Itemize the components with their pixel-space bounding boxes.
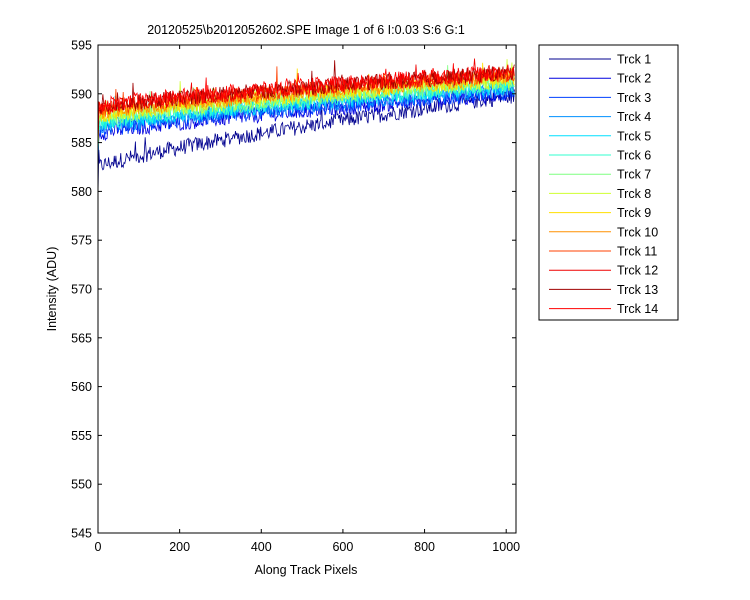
y-tick-label: 565 (71, 331, 92, 345)
x-tick-label: 800 (414, 540, 435, 554)
x-tick-label: 600 (332, 540, 353, 554)
y-tick-label: 545 (71, 527, 92, 541)
y-axis-label: Intensity (ADU) (45, 247, 59, 332)
legend-entry-label: Trck 7 (617, 168, 651, 182)
legend-entry-label: Trck 2 (617, 72, 651, 86)
x-tick-label: 0 (95, 540, 102, 554)
legend-entry-label: Trck 12 (617, 264, 658, 278)
x-tick-label: 200 (169, 540, 190, 554)
legend-entry-label: Trck 13 (617, 283, 658, 297)
y-tick-label: 590 (71, 87, 92, 101)
legend-entry-label: Trck 10 (617, 225, 658, 239)
y-tick-label: 575 (71, 234, 92, 248)
x-tick-label: 400 (251, 540, 272, 554)
chart-title: 20120525\b2012052602.SPE Image 1 of 6 I:… (147, 23, 465, 37)
plot-area (98, 45, 516, 533)
y-tick-label: 585 (71, 136, 92, 150)
y-tick-label: 595 (71, 39, 92, 53)
series-line-trck-14 (97, 63, 515, 138)
legend-entry-label: Trck 8 (617, 187, 651, 201)
legend-entry-label: Trck 1 (617, 53, 651, 67)
legend-entry-label: Trck 4 (617, 110, 651, 124)
legend-entry-label: Trck 5 (617, 129, 651, 143)
y-tick-label: 550 (71, 478, 92, 492)
legend-entry-label: Trck 14 (617, 302, 658, 316)
legend-entry-label: Trck 11 (617, 245, 657, 259)
x-axis: 0 200 400 600 800 1000 (95, 45, 520, 554)
x-tick-label: 1000 (492, 540, 520, 554)
series-layer (97, 58, 515, 194)
x-axis-label: Along Track Pixels (255, 563, 358, 577)
legend-box (538, 44, 679, 321)
y-tick-label: 555 (71, 429, 92, 443)
legend-entry-label: Trck 9 (617, 206, 651, 220)
series-line-trck-8 (97, 59, 515, 144)
y-axis: 545 550 555 560 565 570 575 580 585 590 595 (71, 39, 516, 541)
y-tick-label: 580 (71, 185, 92, 199)
legend-entry-label: Trck 3 (617, 91, 651, 105)
legend: Trck 1 Trck 2 Trck 3 Trck 4 Trck 5 Trck 6 Trck… (538, 44, 679, 321)
legend-entry-label: Trck 6 (617, 149, 651, 163)
y-tick-label: 560 (71, 380, 92, 394)
y-tick-label: 570 (71, 283, 92, 297)
